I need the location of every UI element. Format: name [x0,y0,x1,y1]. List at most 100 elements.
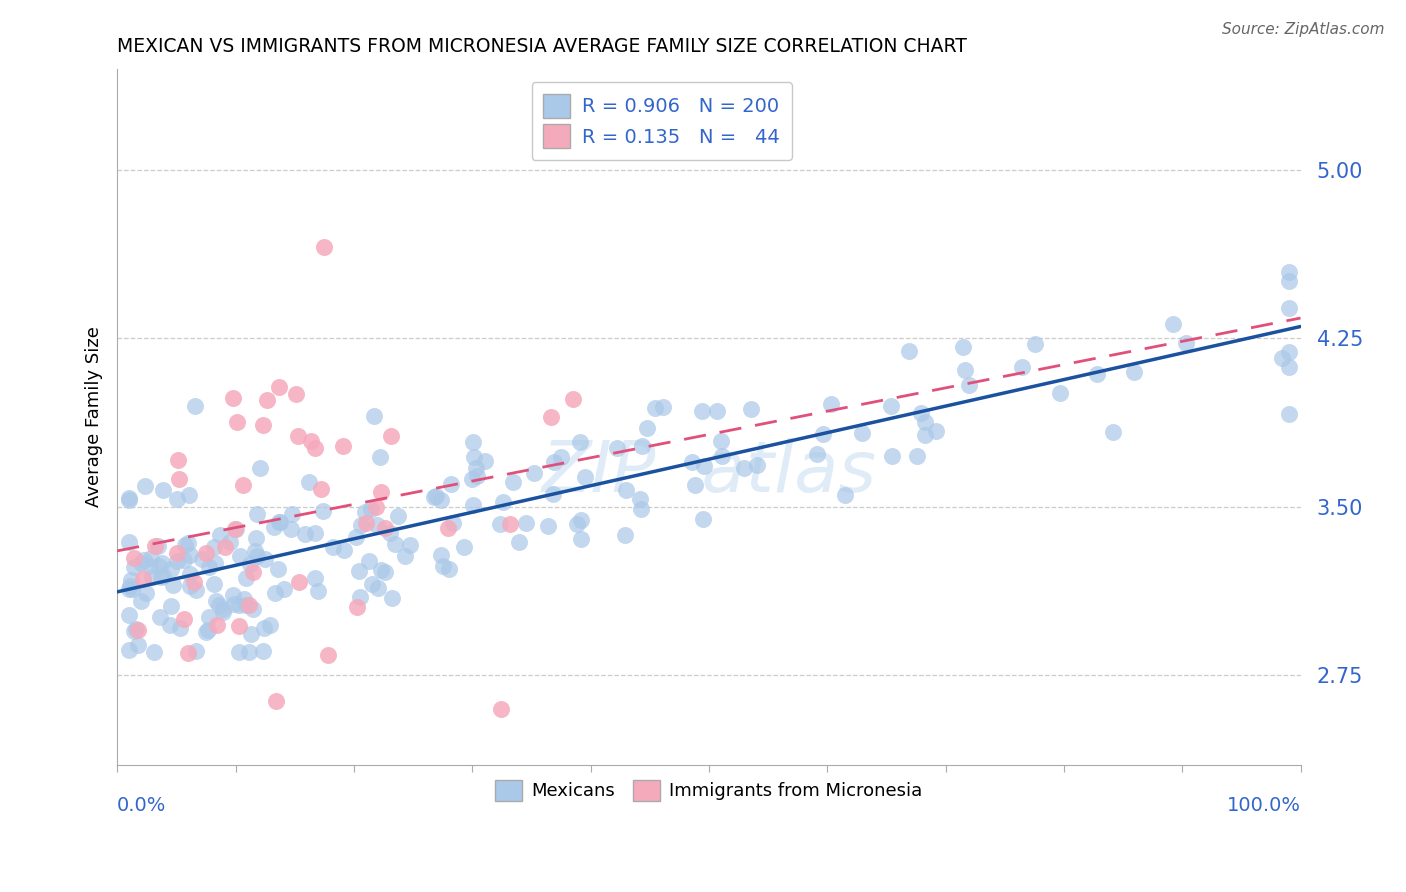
Point [344,530,367,544]
Point [360,501,382,516]
Point [228,598,250,612]
Point [706,404,728,418]
Point [370,563,392,577]
Point [139,558,162,573]
Point [571,513,593,527]
Point [312,504,335,518]
Point [249,460,271,475]
Point [132,572,155,586]
Point [394,549,416,564]
Point [269,516,291,530]
Point [614,527,637,541]
Point [142,645,165,659]
Point [492,494,515,508]
Point [221,391,243,405]
Point [121,582,143,596]
Point [205,618,228,632]
Point [437,521,460,535]
Point [186,583,208,598]
Point [461,472,484,486]
Point [253,621,276,635]
Point [332,439,354,453]
Point [740,401,762,416]
Point [515,516,537,531]
Point [152,569,174,583]
Point [135,585,157,599]
Point [228,645,250,659]
Point [378,526,401,541]
Point [465,461,488,475]
Point [263,586,285,600]
Point [1122,365,1144,379]
Point [820,397,842,411]
Point [540,409,562,424]
Point [347,564,370,578]
Point [1049,386,1071,401]
Point [254,552,277,566]
Point [361,576,384,591]
Point [709,434,731,448]
Point [285,387,308,401]
Point [628,491,651,506]
Point [1024,336,1046,351]
Point [179,488,201,502]
Point [312,240,335,254]
Point [366,517,388,532]
Point [160,599,183,613]
Point [463,498,485,512]
Point [222,588,245,602]
Point [1102,425,1125,439]
Point [287,429,309,443]
Point [453,540,475,554]
Point [191,551,214,566]
Point [139,551,162,566]
Point [299,434,322,449]
Point [118,607,141,622]
Point [243,543,266,558]
Point [1174,335,1197,350]
Point [252,417,274,432]
Point [914,428,936,442]
Point [440,476,463,491]
Point [463,450,485,464]
Point [441,516,464,531]
Point [214,540,236,554]
Point [550,450,572,464]
Point [179,548,201,562]
Point [242,602,264,616]
Point [209,528,232,542]
Point [167,472,190,486]
Point [198,559,221,574]
Point [374,566,396,580]
Point [363,409,385,423]
Point [523,467,546,481]
Point [711,449,734,463]
Point [134,552,156,566]
Point [195,624,218,639]
Point [423,491,446,505]
Point [118,582,141,596]
Point [1011,360,1033,375]
Point [204,593,226,607]
Point [235,598,257,612]
Point [543,454,565,468]
Point [1161,317,1184,331]
Point [880,449,903,463]
Point [174,538,197,552]
Point [541,487,564,501]
Point [316,648,339,662]
Point [273,582,295,596]
Point [127,638,149,652]
Point [925,424,948,438]
Point [425,489,447,503]
Point [489,516,512,531]
Point [1278,359,1301,374]
Point [851,426,873,441]
Point [905,450,928,464]
Point [569,533,592,547]
Point [537,519,560,533]
Point [574,470,596,484]
Point [429,492,451,507]
Point [910,406,932,420]
Point [212,605,235,619]
